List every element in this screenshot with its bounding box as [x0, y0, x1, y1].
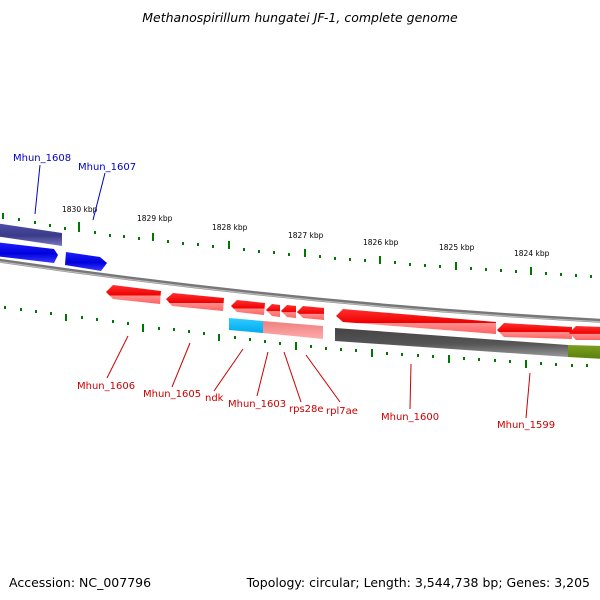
forward-gene-labels: Mhun_1608 Mhun_1607: [13, 153, 136, 173]
gene-label: Mhun_1603: [228, 399, 286, 410]
gene-arrow: [569, 326, 600, 340]
gene-label: ndk: [205, 393, 224, 404]
ruler-label: 1828 kbp: [212, 223, 248, 232]
feature-block-cyan: [229, 318, 263, 333]
gene-arrow: [336, 309, 496, 334]
gene-label: rpl7ae: [326, 406, 358, 417]
map-title: Methanospirillum hungatei JF-1, complete…: [142, 10, 458, 25]
gene-label: Mhun_1608: [13, 153, 71, 164]
feature-track: [229, 318, 600, 359]
gene-arrow: [106, 285, 161, 304]
ruler-label: 1827 kbp: [288, 231, 324, 240]
gene-label: Mhun_1605: [143, 389, 201, 400]
gene-arrow: [281, 305, 296, 318]
gene-mhun-1608-shadow: [0, 223, 62, 246]
forward-genes: [0, 223, 107, 271]
gene-arrow: [65, 252, 107, 271]
gene-arrow: [497, 323, 572, 339]
genome-stats-text: Topology: circular; Length: 3,544,738 bp…: [246, 575, 590, 590]
bottom-tick-ruler: [4, 306, 588, 368]
reverse-gene-labels: Mhun_1606 Mhun_1605 ndk Mhun_1603 rps28e…: [77, 381, 555, 431]
ruler-label: 1824 kbp: [514, 249, 550, 258]
top-tick-ruler: [2, 213, 592, 278]
gene-label: Mhun_1599: [497, 420, 555, 431]
feature-block-olive: [568, 345, 600, 359]
ruler-label: 1829 kbp: [137, 214, 173, 223]
gene-arrow: [166, 293, 224, 311]
feature-block-gray: [335, 328, 568, 357]
accession-text: Accession: NC_007796: [9, 575, 152, 590]
gene-arrow: [231, 300, 265, 315]
forward-leader-lines: [34, 164, 106, 221]
feature-block-pink: [263, 321, 323, 339]
gene-arrow: [297, 306, 324, 320]
reverse-genes: [106, 285, 600, 340]
ruler-label: 1830 kbp: [62, 205, 98, 214]
gene-arrow: [0, 242, 58, 263]
gene-label: rps28e: [289, 404, 324, 415]
genome-backbone: [0, 258, 600, 323]
gene-label: Mhun_1607: [78, 162, 136, 173]
reverse-leader-lines: [106, 335, 531, 419]
ruler-label: 1826 kbp: [363, 238, 399, 247]
ruler-label: 1825 kbp: [439, 243, 475, 252]
top-ruler-labels: 1830 kbp 1829 kbp 1828 kbp 1827 kbp 1826…: [62, 205, 550, 258]
gene-label: Mhun_1606: [77, 381, 135, 392]
gene-arrow: [266, 304, 280, 317]
gene-label: Mhun_1600: [381, 412, 439, 423]
